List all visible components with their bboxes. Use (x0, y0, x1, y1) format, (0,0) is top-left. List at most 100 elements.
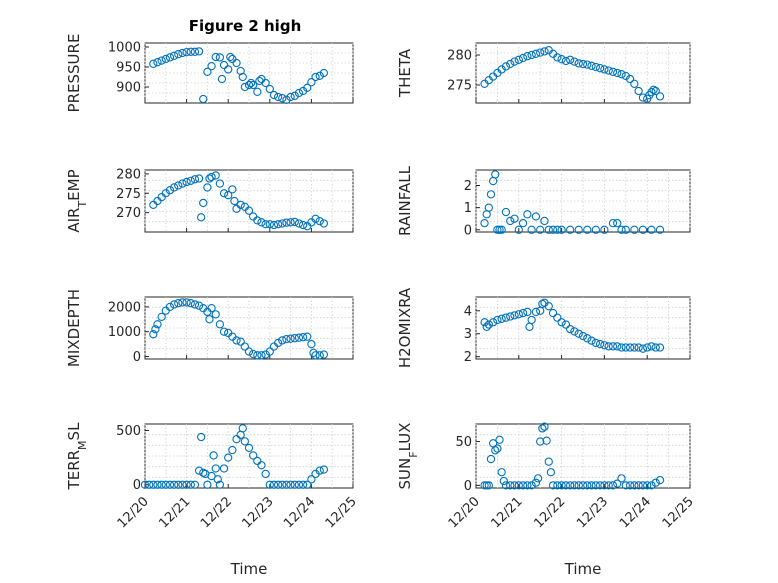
data-point (617, 343, 626, 352)
data-point (510, 311, 519, 320)
data-point (587, 336, 596, 345)
y-tick-label: 50 (455, 435, 472, 450)
y-axis-label: PRESSURE (65, 34, 83, 113)
data-point (548, 308, 558, 318)
data-point (506, 481, 515, 490)
y-axis-label: THETA (396, 48, 414, 98)
y-tick-label: 1 (464, 201, 472, 216)
data-point (587, 61, 596, 70)
data-point (315, 216, 324, 226)
data-point (608, 67, 618, 76)
data-point (514, 481, 523, 490)
data-point (647, 225, 656, 234)
data-point (533, 474, 543, 483)
x-tick-label: 12/24 (617, 494, 654, 531)
data-point (561, 481, 571, 490)
data-point (482, 322, 491, 332)
data-point (282, 95, 291, 104)
data-point (510, 481, 519, 490)
data-point (269, 90, 279, 100)
x-tick-label: 12/25 (660, 494, 697, 531)
data-point (298, 333, 308, 342)
data-point (261, 78, 270, 88)
data-point (153, 58, 162, 67)
data-point (244, 80, 254, 90)
data-point (501, 62, 511, 71)
data-point (236, 337, 245, 346)
data-point (157, 56, 166, 65)
data-point (174, 50, 183, 59)
data-point (647, 342, 656, 351)
data-point (493, 225, 502, 234)
data-point (655, 475, 665, 485)
data-point (265, 220, 274, 229)
data-point (608, 342, 618, 351)
data-point (307, 475, 316, 484)
y-tick-label: 275 (116, 187, 141, 202)
data-point (484, 481, 493, 490)
data-point (497, 314, 506, 323)
data-point (211, 310, 220, 319)
data-point (527, 225, 536, 234)
data-point (161, 480, 170, 489)
data-point (501, 313, 511, 322)
data-point (203, 183, 212, 192)
data-point (240, 342, 249, 351)
data-point (595, 339, 605, 349)
data-point (194, 466, 204, 475)
data-point (228, 185, 237, 194)
data-point (495, 225, 504, 234)
data-point (169, 300, 179, 309)
data-point (625, 74, 635, 84)
data-point (506, 312, 515, 321)
data-point (613, 68, 622, 78)
data-point (553, 53, 562, 62)
series-points (149, 171, 329, 231)
y-tick-label: 270 (116, 206, 141, 221)
data-point (194, 174, 204, 183)
data-point (583, 334, 592, 343)
x-tick-label: 12/21 (156, 494, 193, 531)
data-point (209, 451, 218, 460)
data-point (501, 207, 511, 217)
data-point (303, 480, 312, 489)
data-point (140, 480, 150, 489)
data-point (655, 343, 665, 352)
data-point (253, 87, 262, 96)
data-point (488, 318, 498, 327)
data-point (566, 481, 575, 490)
data-point (182, 177, 191, 187)
data-point (523, 52, 532, 61)
data-point (574, 225, 583, 234)
data-point (540, 216, 549, 226)
data-point (236, 200, 245, 210)
data-point (303, 332, 312, 341)
data-point (583, 60, 592, 69)
data-point (578, 481, 588, 490)
data-point (244, 347, 254, 356)
data-point (634, 86, 643, 96)
data-point (149, 330, 158, 339)
x-tick-label: 12/25 (323, 494, 360, 531)
data-point (236, 66, 245, 76)
data-point (613, 218, 622, 228)
y-tick-label: 900 (116, 81, 141, 96)
data-point (613, 342, 622, 351)
data-point (617, 70, 626, 79)
data-point (240, 82, 249, 92)
data-point (145, 480, 154, 489)
data-point (178, 48, 187, 58)
x-tick-label: 12/20 (115, 494, 152, 531)
data-point (228, 445, 237, 455)
data-point (224, 191, 233, 200)
data-point (207, 304, 216, 313)
data-point (486, 190, 496, 199)
data-point (536, 48, 545, 57)
data-point (625, 481, 635, 490)
data-point (604, 342, 613, 351)
data-point (587, 481, 596, 490)
data-point (169, 51, 179, 60)
data-point (286, 480, 295, 489)
data-point (501, 481, 511, 490)
